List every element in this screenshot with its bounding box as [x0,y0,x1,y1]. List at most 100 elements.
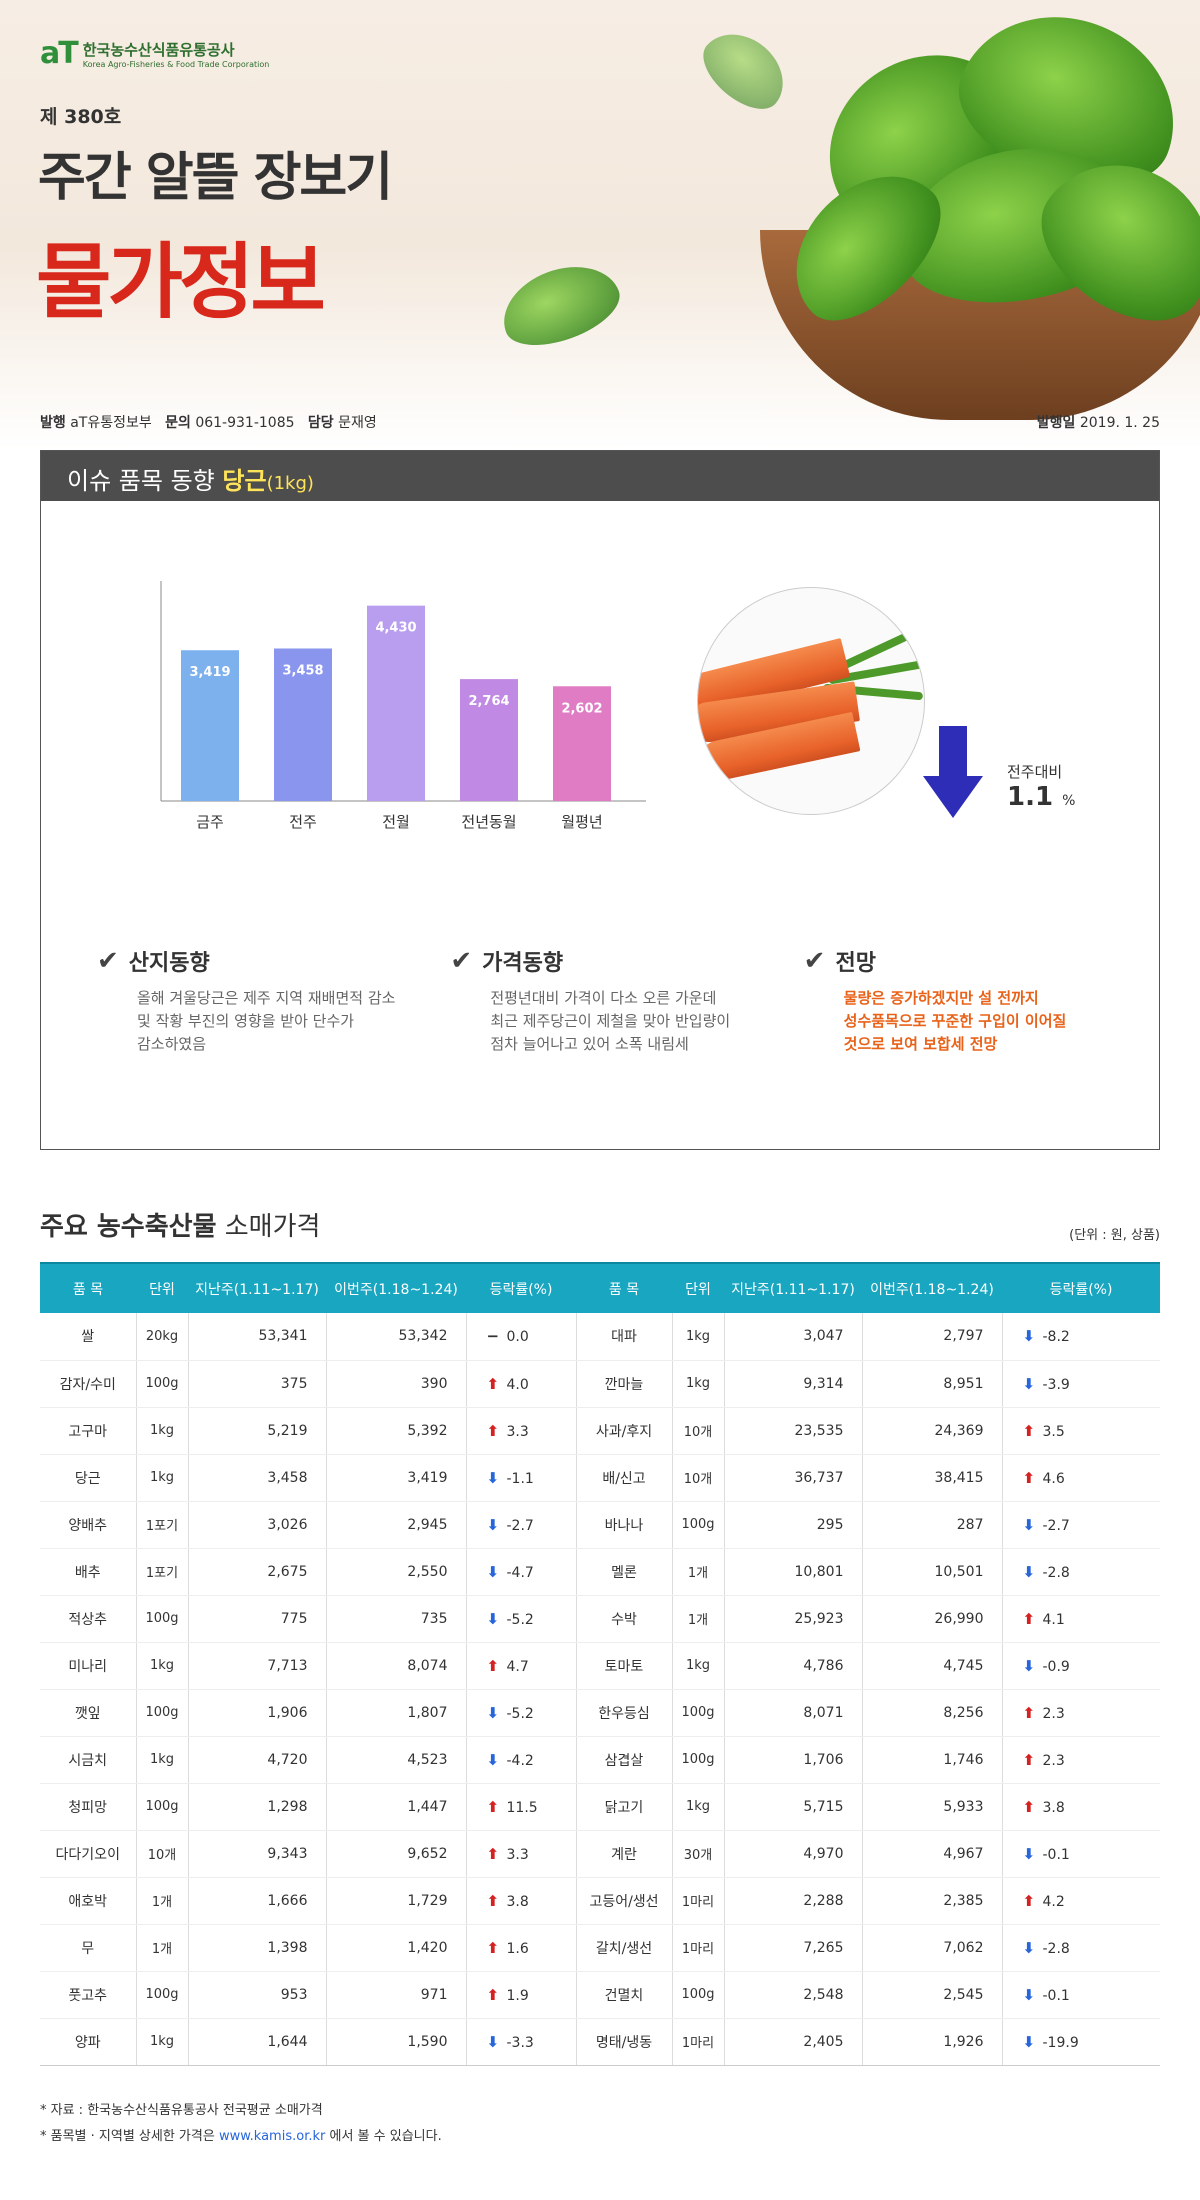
last-week-price: 953 [188,1971,327,2019]
last-week-price: 5,219 [188,1407,327,1455]
this-week-price: 971 [326,1971,467,2019]
retail-price-title: 주요 농수축산물 소매가격 [40,1206,320,1243]
last-week-price: 7,265 [724,1924,863,1972]
change-value: 3.8 [506,1893,529,1910]
last-week-price: 23,535 [724,1407,863,1455]
item-name: 토마토 [576,1642,672,1690]
issue-item-section: 이슈 품목 동향 당근(1kg) 3,419 금주 3,458 전주 4,430 전월 2,… [40,450,1160,1150]
last-week-price: 3,026 [188,1501,327,1549]
change-value: -2.7 [1042,1517,1070,1534]
bar-1 [274,648,332,801]
note-title: 산지동향 [128,951,210,976]
this-week-price: 2,945 [326,1501,467,1549]
column-header: 지난주(1.11~1.17) [188,1262,326,1313]
issue-number: 제 380호 [40,106,122,128]
change-rate: ⬇ -4.7 [466,1548,577,1596]
up-arrow-icon: ⬆ [1022,1891,1036,1910]
up-arrow-icon: ⬆ [1022,1421,1036,1440]
item-name: 시금치 [40,1736,136,1784]
last-week-price: 2,675 [188,1548,327,1596]
up-arrow-icon: ⬆ [1022,1797,1036,1816]
contact: 061-931-1085 [195,415,295,431]
last-week-price: 1,298 [188,1783,327,1831]
last-week-price: 375 [188,1360,327,1408]
table-row: 깻잎 100g 1,906 1,807 ⬇ -5.2 한우등심 100g 8,071 8,256 ⬆… [40,1689,1160,1737]
column-header: 품 목 [576,1262,672,1313]
column-header: 이번주(1.18~1.24) [862,1262,1002,1313]
change-value: 4.6 [1042,1470,1065,1487]
kamis-link[interactable]: www.kamis.or.kr [218,2129,326,2144]
bar-3 [460,679,518,801]
change-rate: ⬆ 2.3 [1002,1689,1160,1737]
change-rate: ⬇ -0.1 [1002,1971,1160,2019]
at-logo: aT 한국농수산식품유통공사 Korea Agro-Fisheries & Fo… [40,36,269,71]
change-rate: ⬇ -3.9 [1002,1360,1160,1408]
last-week-price: 295 [724,1501,863,1549]
item-name: 양파 [40,2018,136,2066]
last-week-price: 5,715 [724,1783,863,1831]
item-name: 적상추 [40,1595,136,1643]
compare-unit: % [1062,793,1076,809]
bar-value-label: 2,602 [561,701,602,716]
item-name: 멜론 [576,1548,672,1596]
table-title-bold: 주요 농수축산물 [40,1212,217,1242]
change-value: 2.3 [1042,1705,1065,1722]
item-name: 계란 [576,1830,672,1878]
change-value: 4.0 [506,1376,529,1393]
change-rate: ⬆ 3.3 [466,1830,577,1878]
this-week-price: 8,256 [862,1689,1003,1737]
note-line: 올해 겨울당근은 제주 지역 재배면적 감소 [137,989,396,1007]
this-week-price: 2,545 [862,1971,1003,2019]
last-week-price: 2,548 [724,1971,863,2019]
last-week-price: 3,458 [188,1454,327,1502]
this-week-price: 1,746 [862,1736,1003,1784]
change-value: 4.1 [1042,1611,1065,1628]
publisher-label: 발행 [40,415,66,431]
this-week-price: 1,807 [326,1689,467,1737]
item-unit: 1포기 [135,1548,189,1596]
detail-note-post: 에서 볼 수 있습니다. [325,2129,442,2144]
up-arrow-icon: ⬆ [486,1797,500,1816]
item-unit: 1kg [135,1642,189,1690]
manager-label: 담당 [307,415,334,431]
down-arrow-icon: ⬇ [1022,1985,1036,2004]
item-unit: 1마리 [671,2018,725,2066]
bar-value-label: 3,458 [282,664,323,679]
bar-value-label: 4,430 [375,621,416,636]
item-name: 삼겹살 [576,1736,672,1784]
note-line: 최근 제주당근이 제철을 맞아 반입량이 [490,1012,731,1030]
this-week-price: 1,420 [326,1924,467,1972]
this-week-price: 38,415 [862,1454,1003,1502]
change-rate: ⬆ 11.5 [466,1783,577,1831]
change-value: -5.2 [506,1611,534,1628]
last-week-price: 3,047 [724,1313,863,1361]
change-value: 4.7 [506,1658,529,1675]
dash-icon: − [486,1327,500,1346]
down-arrow-icon: ⬇ [486,1562,500,1581]
item-name: 배/신고 [576,1454,672,1502]
table-row: 애호박 1개 1,666 1,729 ⬆ 3.8 고등어/생선 1마리 2,288 2,385 ⬆ 4… [40,1877,1160,1925]
change-value: -5.2 [506,1705,534,1722]
this-week-price: 3,419 [326,1454,467,1502]
item-unit: 100g [135,1783,189,1831]
this-week-price: 5,392 [326,1407,467,1455]
down-arrow-icon: ⬇ [486,1703,500,1722]
down-arrow-icon: ⬇ [1022,2032,1036,2051]
change-rate: ⬆ 1.9 [466,1971,577,2019]
category-label: 전년동월 [461,813,516,831]
logo-english: Korea Agro-Fisheries & Food Trade Corpor… [82,59,270,69]
change-value: -1.1 [506,1470,534,1487]
item-unit: 100g [671,1971,725,2019]
unit-note: (단위 : 원, 상품) [1069,1228,1160,1243]
last-week-price: 1,906 [188,1689,327,1737]
item-unit: 1kg [135,1407,189,1455]
item-name: 대파 [576,1313,672,1361]
item-unit: 100g [671,1689,725,1737]
change-rate: ⬆ 3.5 [1002,1407,1160,1455]
item-unit: 10개 [135,1830,189,1878]
change-value: -0.1 [1042,1987,1070,2004]
change-value: -3.3 [506,2034,534,2051]
trend-notes: ✔ 산지동향 올해 겨울당근은 제주 지역 재배면적 감소 및 작황 부진의 영향… [97,945,1157,1056]
category-label: 월평년 [561,813,602,831]
change-value: 2.3 [1042,1752,1065,1769]
